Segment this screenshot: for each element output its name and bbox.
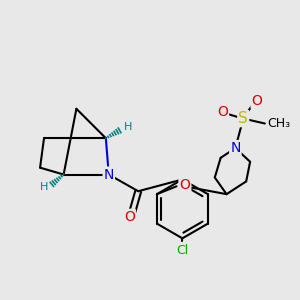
Text: Cl: Cl [176,244,188,256]
Text: S: S [238,111,248,126]
Text: H: H [124,122,132,132]
Text: O: O [217,105,228,119]
Text: N: N [103,167,114,182]
Text: O: O [124,210,135,224]
Text: H: H [40,182,48,192]
Text: O: O [179,178,190,192]
Text: CH₃: CH₃ [267,117,290,130]
Text: O: O [251,94,262,108]
Text: N: N [230,141,241,155]
